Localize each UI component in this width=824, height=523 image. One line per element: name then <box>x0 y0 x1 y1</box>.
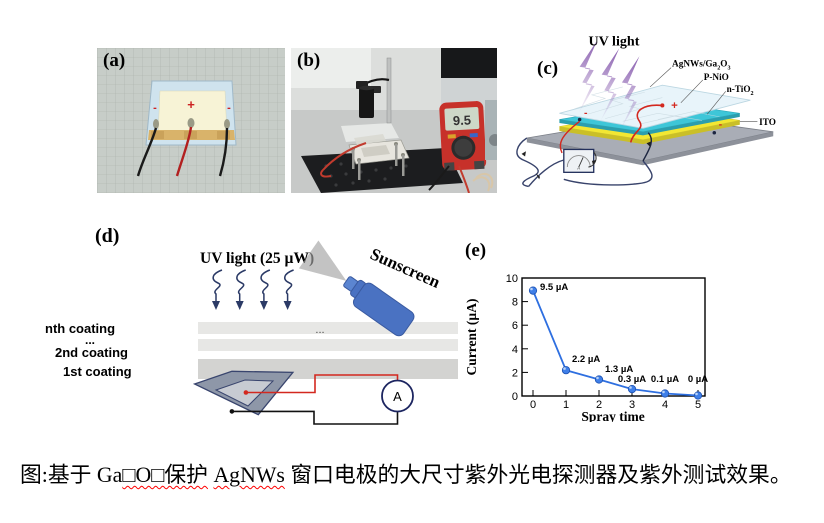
svg-text:(e): (e) <box>465 240 486 261</box>
svg-text:P-NiO: P-NiO <box>704 72 729 82</box>
svg-text:A: A <box>393 389 402 404</box>
svg-text:...: ... <box>315 324 324 336</box>
svg-text:n-TiO2: n-TiO2 <box>727 84 754 97</box>
svg-text:-: - <box>584 107 588 119</box>
svg-text:8: 8 <box>512 297 518 309</box>
svg-text:2nd coating: 2nd coating <box>55 345 128 360</box>
svg-text:Current (µA): Current (µA) <box>464 299 479 376</box>
svg-text:Spray time: Spray time <box>581 409 644 422</box>
svg-text:0: 0 <box>530 399 536 411</box>
svg-text:-: - <box>227 102 231 114</box>
svg-text:+: + <box>187 97 195 112</box>
svg-text:AgNWs/Ga2O3: AgNWs/Ga2O3 <box>672 59 731 72</box>
svg-text:0.3 µA: 0.3 µA <box>618 374 646 385</box>
svg-text:Sunscreen: Sunscreen <box>367 244 443 292</box>
svg-text:ITO: ITO <box>759 117 776 127</box>
svg-text:+: + <box>671 100 678 112</box>
svg-text:0: 0 <box>512 391 518 403</box>
svg-text:-: - <box>153 102 157 114</box>
svg-text:9.5: 9.5 <box>453 112 472 128</box>
svg-text:6: 6 <box>512 320 518 332</box>
svg-text:1: 1 <box>563 399 569 411</box>
svg-text:UV light (25 µW): UV light (25 µW) <box>200 250 314 267</box>
svg-text:2: 2 <box>512 367 518 379</box>
svg-text:2.2 µA: 2.2 µA <box>572 354 600 365</box>
svg-text:10: 10 <box>506 273 518 285</box>
svg-text:0 µA: 0 µA <box>688 374 708 385</box>
svg-text:(d): (d) <box>95 225 119 247</box>
svg-text:4: 4 <box>512 344 518 356</box>
svg-text:0.1 µA: 0.1 µA <box>651 374 679 385</box>
svg-text:5: 5 <box>695 399 701 411</box>
svg-text:9.5 µA: 9.5 µA <box>540 282 568 293</box>
svg-text:A: A <box>577 166 580 171</box>
svg-text:nth coating: nth coating <box>45 321 115 336</box>
svg-text:4: 4 <box>662 399 668 411</box>
svg-text:-: - <box>719 118 723 130</box>
svg-text:1st coating: 1st coating <box>63 364 132 379</box>
svg-text:UV light: UV light <box>588 34 639 50</box>
